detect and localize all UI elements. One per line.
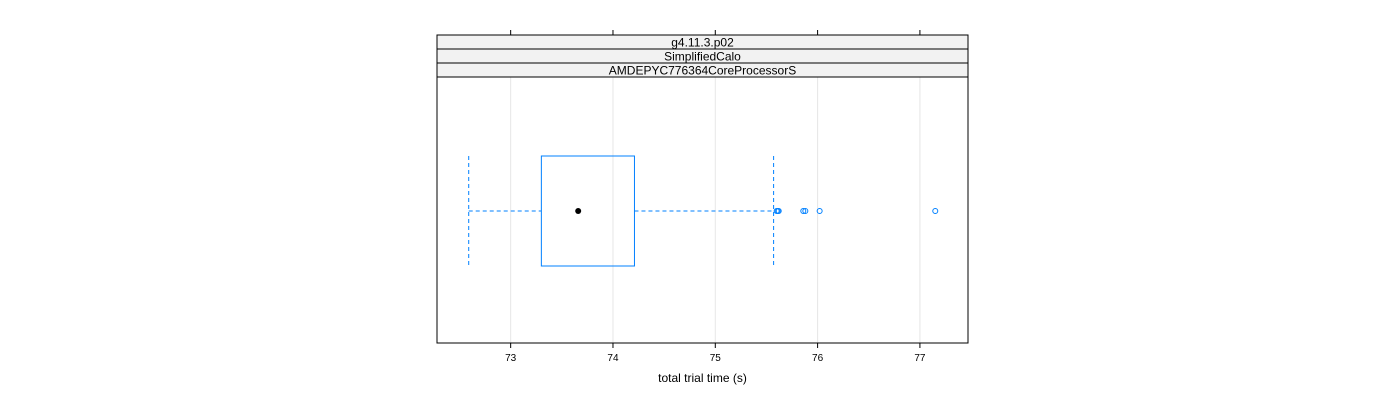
outlier-point-7: [932, 208, 939, 214]
strip-label-3: AMDEPYC776364CoreProcessorS: [609, 64, 796, 78]
frame-layer: [436, 76, 969, 344]
median-dot: [575, 208, 582, 214]
outlier-point-5: [802, 208, 809, 214]
grid-layer: [510, 77, 921, 343]
outlier-point-6: [816, 208, 823, 214]
x-tick-label-77: 77: [914, 353, 926, 364]
x-tick-label-74: 74: [607, 353, 619, 364]
strip-background-3: [436, 62, 969, 78]
x-tick-label-76: 76: [812, 353, 824, 364]
plot-layer: [468, 155, 939, 267]
outlier-point-4: [800, 208, 807, 214]
x-axis-label: total trial time (s): [658, 371, 747, 385]
strip-label-1: g4.11.3.p02: [671, 36, 734, 50]
x-tick-label-73: 73: [505, 353, 517, 364]
iqr-box: [540, 155, 635, 267]
strip-layer: g4.11.3.p02 SimplifiedCalo AMDEPYC776364…: [436, 34, 969, 78]
strip-label-2: SimplifiedCalo: [664, 50, 741, 64]
x-tick-label-75: 75: [710, 353, 722, 364]
x-axis: 73 74 75 76 77: [505, 30, 926, 364]
panel-frame: [436, 76, 969, 344]
outlier-point-3: [775, 208, 782, 214]
